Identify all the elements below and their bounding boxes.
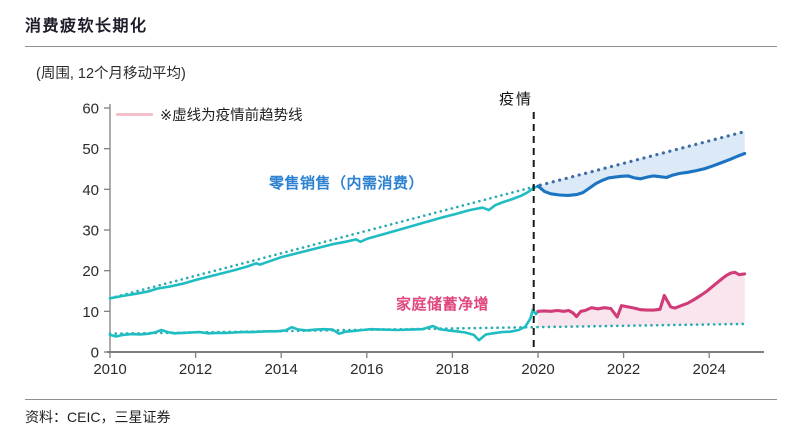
x-tick-label: 2014 xyxy=(265,361,298,378)
page-title: 消费疲软长期化 xyxy=(25,18,148,35)
savings-trend-line xyxy=(108,322,747,336)
x-tick-label: 2024 xyxy=(693,361,726,378)
y-tick-label: 0 xyxy=(91,345,99,362)
savings-pre-line xyxy=(108,308,540,342)
retail-trend-post-line xyxy=(532,130,747,189)
trendline-note: ※虚线为疫情前趋势线 xyxy=(116,104,303,125)
source-text: 资料：CEIC，三星证券 xyxy=(25,409,171,425)
y-tick-label: 20 xyxy=(82,263,99,280)
trendline-note-text: ※虚线为疫情前趋势线 xyxy=(160,108,303,124)
y-tick-label: 10 xyxy=(82,304,99,321)
y-tick-label: 30 xyxy=(82,223,99,240)
savings-series-label: 家庭储蓄净增 xyxy=(396,296,490,313)
trendline-swatch-icon xyxy=(116,113,153,116)
bottom-divider xyxy=(25,399,777,400)
x-tick-label: 2016 xyxy=(350,361,383,378)
axis-unit-label: (周围, 12个月移动平均) xyxy=(36,66,186,82)
retail-post-line xyxy=(536,151,747,197)
x-tick-label: 2010 xyxy=(93,361,126,378)
retail-gap-fill xyxy=(538,131,745,196)
x-tick-label: 2012 xyxy=(179,361,212,378)
savings-gap-fill xyxy=(538,272,745,328)
savings-post-line xyxy=(536,270,747,319)
retail-trend-pre-line xyxy=(108,185,536,300)
x-tick-label: 2018 xyxy=(436,361,469,378)
y-tick-label: 50 xyxy=(82,141,99,158)
x-tick-label: 2020 xyxy=(521,361,554,378)
y-tick-label: 60 xyxy=(82,101,99,118)
x-tick-label: 2022 xyxy=(607,361,640,378)
top-divider xyxy=(25,46,777,47)
retail-series-label: 零售销售（内需消费） xyxy=(269,175,425,192)
retail-pre-line xyxy=(108,184,540,300)
y-tick-label: 40 xyxy=(82,182,99,199)
pandemic-annotation: 疫情 xyxy=(499,91,534,108)
